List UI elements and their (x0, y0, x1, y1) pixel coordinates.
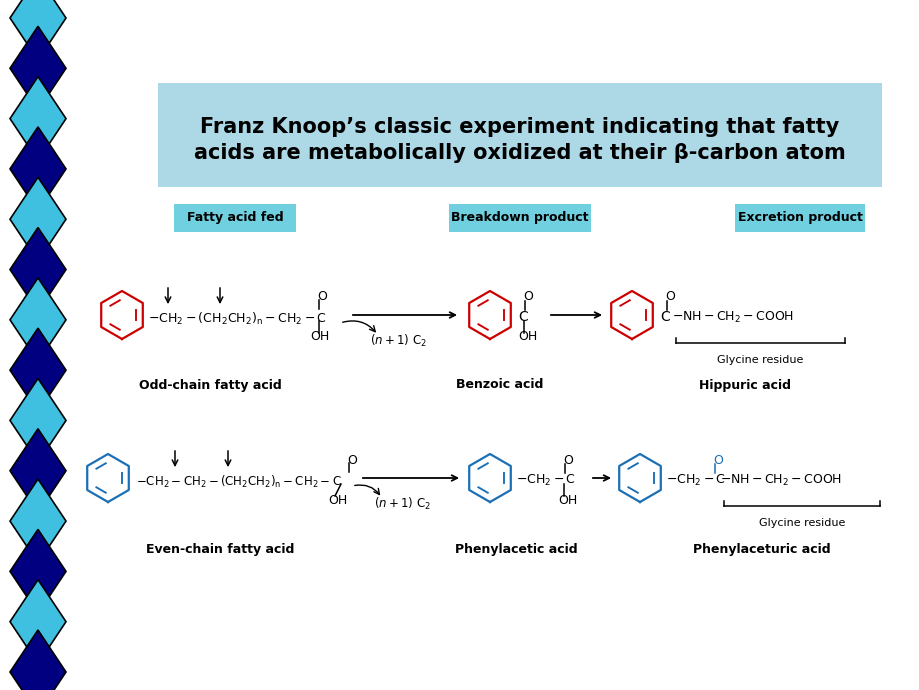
Polygon shape (10, 378, 66, 462)
Text: O: O (317, 290, 326, 304)
Text: Phenylacetic acid: Phenylacetic acid (454, 544, 577, 557)
Text: Benzoic acid: Benzoic acid (456, 379, 543, 391)
Text: $\mathsf{-CH_2-C}$: $\mathsf{-CH_2-C}$ (516, 473, 575, 488)
Text: OH: OH (328, 493, 346, 506)
Text: Excretion product: Excretion product (737, 212, 861, 224)
FancyBboxPatch shape (448, 204, 590, 232)
Text: OH: OH (310, 331, 329, 344)
Text: Odd-chain fatty acid: Odd-chain fatty acid (139, 379, 281, 391)
Text: $\mathsf{-CH_2-CH_2-(CH_2CH_2)_n-CH_2-C}$: $\mathsf{-CH_2-CH_2-(CH_2CH_2)_n-CH_2-C}… (136, 474, 341, 490)
Polygon shape (10, 479, 66, 563)
Text: O: O (523, 290, 532, 304)
Polygon shape (10, 77, 66, 161)
Polygon shape (10, 228, 66, 312)
Text: Even-chain fatty acid: Even-chain fatty acid (145, 544, 294, 557)
Text: Hippuric acid: Hippuric acid (698, 379, 790, 391)
FancyBboxPatch shape (734, 204, 864, 232)
Polygon shape (10, 328, 66, 412)
Text: Glycine residue: Glycine residue (717, 355, 803, 365)
Text: O: O (664, 290, 675, 304)
Text: Franz Knoop’s classic experiment indicating that fatty
acids are metabolically o: Franz Knoop’s classic experiment indicat… (194, 117, 845, 164)
Polygon shape (10, 127, 66, 211)
Polygon shape (10, 0, 66, 60)
Polygon shape (10, 529, 66, 613)
Text: $\mathsf{-CH_2-(CH_2CH_2)_n-CH_2-C}$: $\mathsf{-CH_2-(CH_2CH_2)_n-CH_2-C}$ (148, 311, 327, 327)
FancyBboxPatch shape (158, 83, 881, 187)
Text: C: C (659, 310, 669, 324)
Text: Fatty acid fed: Fatty acid fed (187, 212, 283, 224)
Text: OH: OH (558, 493, 576, 506)
Polygon shape (10, 428, 66, 513)
Text: Breakdown product: Breakdown product (450, 212, 588, 224)
Text: $(n + 1)\ \mathsf{C_2}$: $(n + 1)\ \mathsf{C_2}$ (369, 333, 426, 349)
Text: C: C (517, 310, 528, 324)
Polygon shape (10, 177, 66, 262)
Polygon shape (10, 26, 66, 110)
Text: $(n + 1)\ \mathsf{C_2}$: $(n + 1)\ \mathsf{C_2}$ (374, 496, 431, 512)
FancyBboxPatch shape (174, 204, 296, 232)
Text: Phenylaceturic acid: Phenylaceturic acid (692, 544, 830, 557)
Polygon shape (10, 580, 66, 664)
Text: $\mathsf{-NH-CH_2-COOH}$: $\mathsf{-NH-CH_2-COOH}$ (720, 473, 841, 488)
Text: Glycine residue: Glycine residue (758, 518, 845, 528)
Text: $\mathsf{-NH-CH_2-COOH}$: $\mathsf{-NH-CH_2-COOH}$ (671, 309, 793, 324)
Text: OH: OH (517, 331, 537, 344)
Text: O: O (562, 453, 573, 466)
Text: $\mathsf{-CH_2-C}$: $\mathsf{-CH_2-C}$ (665, 473, 725, 488)
Text: O: O (712, 453, 722, 466)
Polygon shape (10, 630, 66, 690)
Text: O: O (346, 453, 357, 466)
Polygon shape (10, 278, 66, 362)
